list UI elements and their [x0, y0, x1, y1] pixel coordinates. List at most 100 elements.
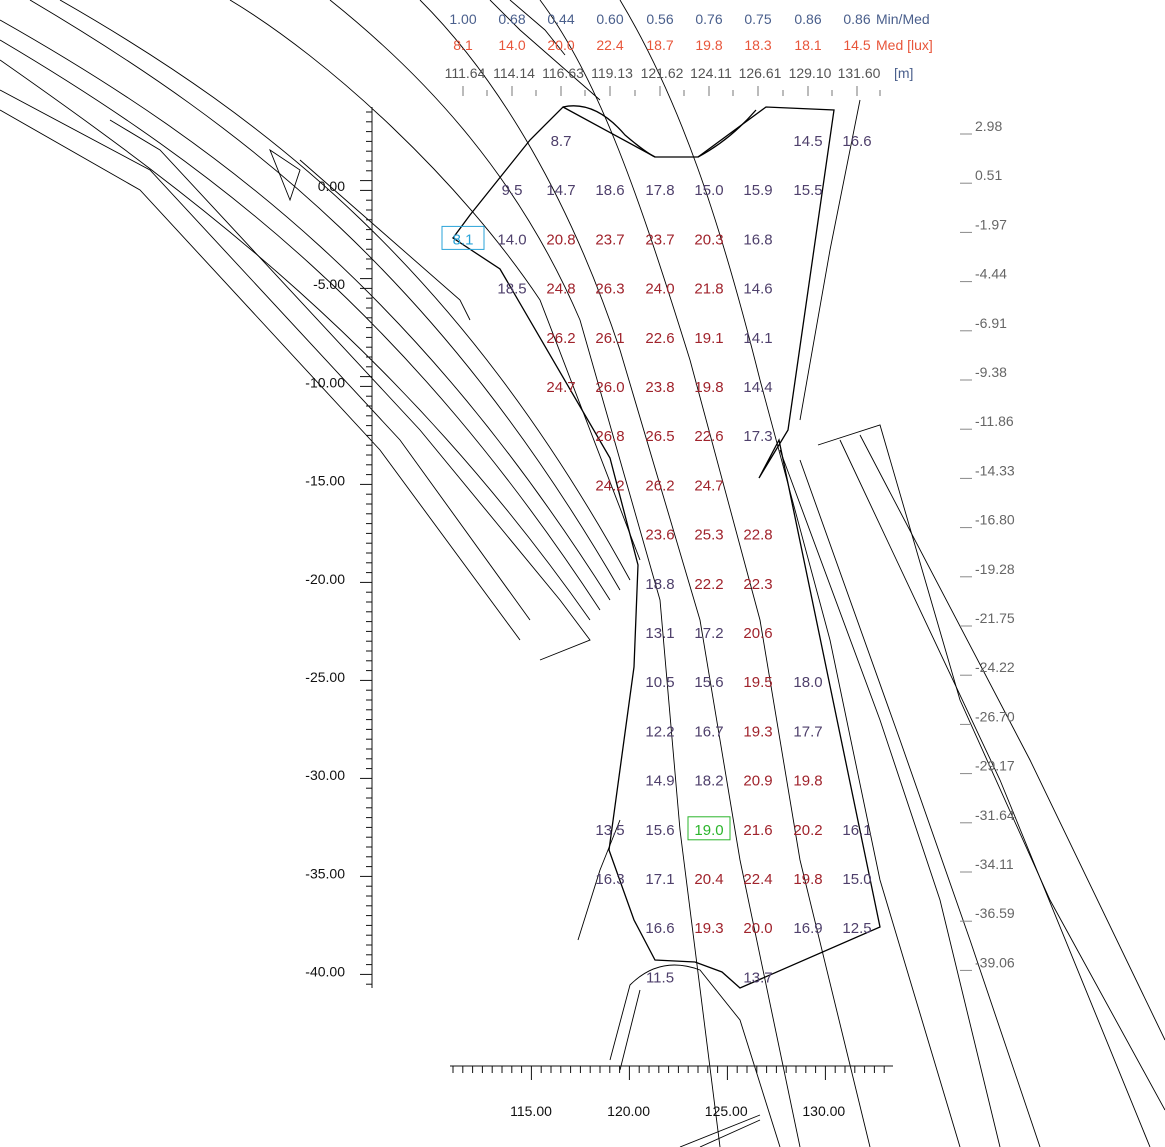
grid-value: 19.8 [694, 379, 723, 396]
grid-value: 12.2 [645, 723, 674, 740]
road-outline-3 [29, 0, 621, 591]
minmed-value: 0.86 [843, 11, 870, 27]
grid-value: 19.8 [793, 871, 822, 888]
max-value-marker [687, 816, 731, 841]
med-label: Med [lux] [876, 37, 933, 53]
road-outline-6 [329, 0, 721, 1147]
grid-value: 21.6 [743, 822, 772, 839]
grid-value: 18.2 [694, 773, 723, 790]
grid-value: 9.5 [502, 182, 523, 199]
right-axis-label: -19.28 [975, 561, 1015, 577]
upper-island-right [697, 109, 757, 158]
grid-value: 23.8 [645, 379, 674, 396]
road-outline-25 [577, 819, 621, 941]
minmed-label: Min/Med [876, 11, 930, 27]
road-outline-9 [619, 0, 961, 1147]
grid-value: 18.6 [595, 182, 624, 199]
left-axis-label: -20.00 [305, 571, 345, 587]
grid-value: 19.8 [793, 773, 822, 790]
grid-value: 19.0 [694, 822, 723, 839]
left-axis-label: -35.00 [305, 865, 345, 881]
grid-value: 13.5 [595, 822, 624, 839]
grid-value: 26.3 [595, 281, 624, 298]
right-axis-label: -14.33 [975, 462, 1015, 478]
illuminance-grid-values: 8.7 14.5 16.6 9.5 14.7 18.6 17.8 15.0 15.9 15.5 8.… [441, 133, 872, 986]
road-outline-18 [799, 99, 861, 421]
right-axis-label: -11.86 [975, 413, 1014, 429]
minmed-value: 0.86 [794, 11, 821, 27]
road-outline-1 [0, 39, 601, 611]
grid-value: 16.9 [793, 920, 822, 937]
road-outline-2 [0, 59, 591, 621]
grid-value: 26.0 [595, 379, 624, 396]
left-axis-label: -10.00 [305, 374, 345, 390]
left-axis-label: -40.00 [305, 964, 345, 980]
med-value: 14.5 [843, 37, 870, 53]
upper-island-left [562, 105, 656, 158]
grid-value: 17.2 [694, 625, 723, 642]
grid-value: 8.7 [551, 133, 572, 150]
grid-value: 16.8 [743, 231, 772, 248]
grid-value: 26.1 [595, 330, 624, 347]
right-axis-label: 2.98 [975, 118, 1002, 134]
x-coordinate-row: 111.64 114.14 116.63 119.13 121.62 124.11 126.… [445, 65, 881, 81]
x-coordinate-value: 131.60 [838, 65, 881, 81]
grid-value: 19.3 [694, 920, 723, 937]
x-coordinate-value: 121.62 [641, 65, 684, 81]
minmed-value: 0.56 [646, 11, 673, 27]
bottom-axis-label: 120.00 [607, 1103, 650, 1119]
minmed-value: 1.00 [449, 11, 476, 27]
grid-value: 14.4 [743, 379, 772, 396]
grid-value: 15.0 [842, 871, 871, 888]
grid-value: 19.1 [694, 330, 723, 347]
grid-value: 20.6 [743, 625, 772, 642]
bottom-axis-label: 125.00 [705, 1103, 748, 1119]
grid-value: 22.6 [694, 428, 723, 445]
min-value-marker [441, 225, 485, 250]
right-axis-label: 0.51 [975, 167, 1002, 183]
road-outline-22 [619, 989, 641, 1071]
left-y-axis [360, 107, 373, 988]
bottom-x-axis-labels: 115.00 120.00 125.00 130.00 [510, 1103, 845, 1119]
bottom-axis-label: 130.00 [802, 1103, 845, 1119]
left-axis-label: -15.00 [305, 473, 345, 489]
med-value: 18.3 [744, 37, 771, 53]
grid-value: 22.6 [645, 330, 674, 347]
minmed-value: 0.75 [744, 11, 771, 27]
road-outline-7 [419, 0, 801, 1147]
x-coordinate-value: 116.63 [542, 65, 584, 81]
x-coordinate-value: 119.13 [591, 65, 633, 81]
grid-value: 15.9 [743, 182, 772, 199]
grid-value: 19.5 [743, 674, 772, 691]
right-axis-label: -24.22 [975, 659, 1015, 675]
left-axis-label: 0.00 [318, 178, 345, 194]
right-axis-label: -29.17 [975, 758, 1015, 774]
grid-value: 17.3 [743, 428, 772, 445]
road-outline-26 [489, 0, 601, 101]
grid-value: 15.0 [694, 182, 723, 199]
right-axis-label: -39.06 [975, 954, 1015, 970]
right-axis-label: -6.91 [975, 315, 1007, 331]
grid-value: 19.3 [743, 723, 772, 740]
grid-value: 14.1 [743, 330, 772, 347]
grid-value: 20.9 [743, 773, 772, 790]
grid-value: 15.6 [694, 674, 723, 691]
grid-value: 15.5 [793, 182, 822, 199]
grid-value: 18.0 [793, 674, 822, 691]
grid-value: 26.8 [595, 428, 624, 445]
grid-value: 13.7 [743, 969, 772, 986]
calculation-area-polygon [452, 106, 881, 989]
med-row: 8.1 14.0 20.0 22.4 18.7 19.8 18.3 18.1 14.5 [453, 37, 871, 53]
left-axis-label: -25.00 [305, 669, 345, 685]
minmed-value: 0.44 [547, 11, 574, 27]
road-outline-24 [699, 1119, 761, 1147]
grid-value: 14.7 [546, 182, 575, 199]
med-value: 20.0 [547, 37, 574, 53]
grid-value: 20.2 [793, 822, 822, 839]
grid-value: 21.8 [694, 281, 723, 298]
grid-value: 14.6 [743, 281, 772, 298]
grid-value: 20.0 [743, 920, 772, 937]
road-outline-14 [839, 439, 1151, 1147]
right-axis-label: -34.11 [975, 856, 1014, 872]
grid-value: 26.5 [645, 428, 674, 445]
